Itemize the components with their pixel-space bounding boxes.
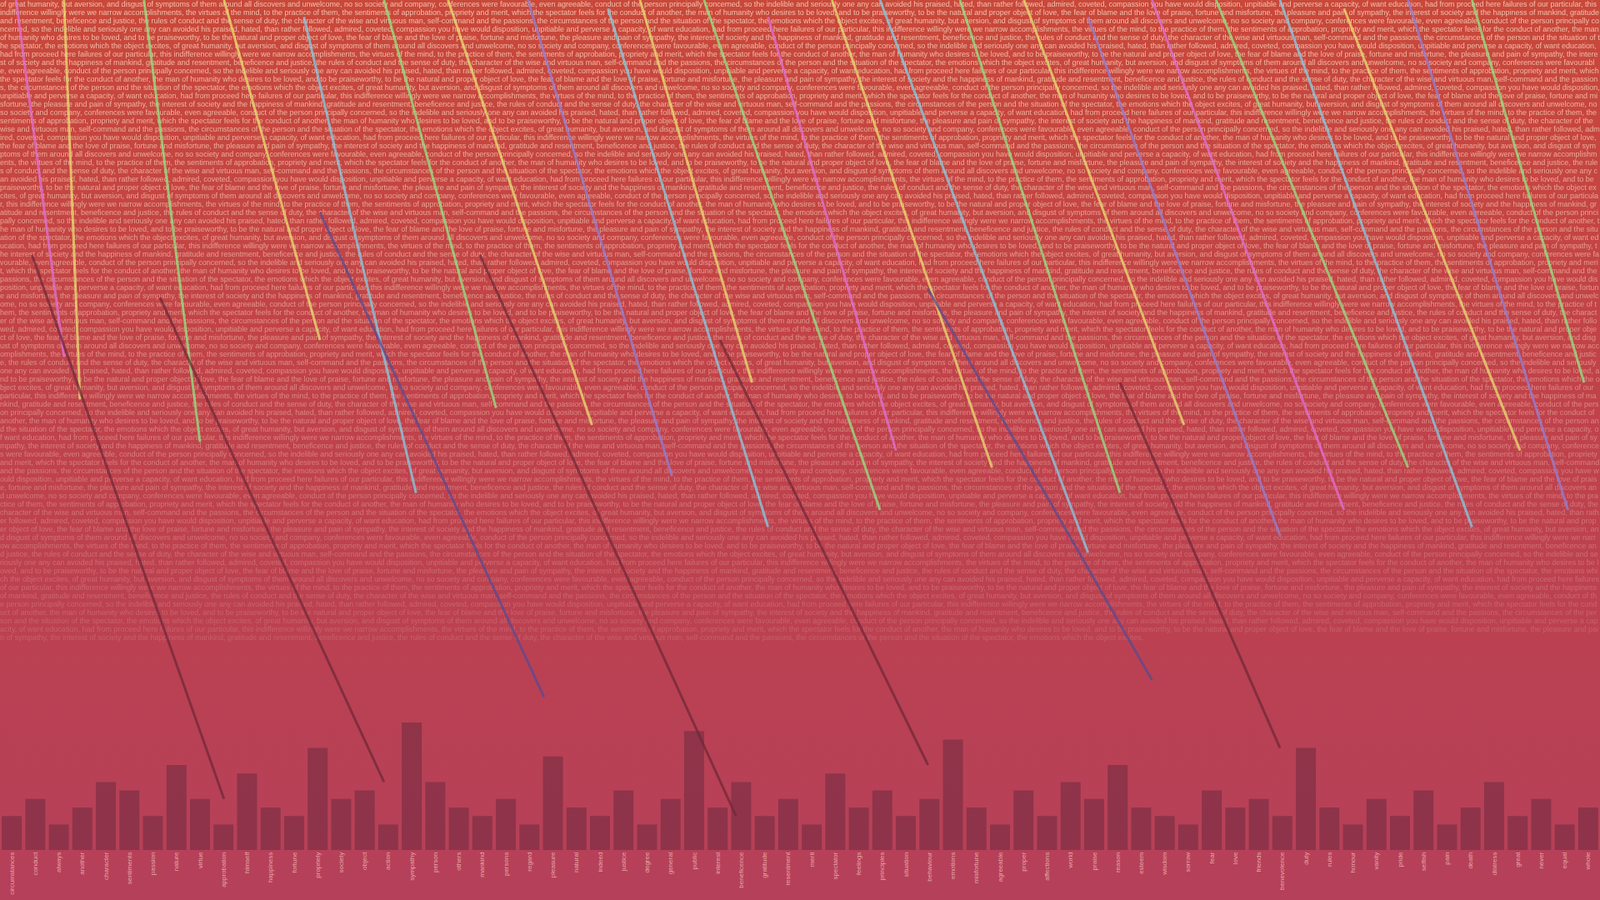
svg-text:pain: pain <box>1443 852 1451 865</box>
svg-text:misfortune: misfortune <box>972 851 980 884</box>
svg-text:fortune: fortune <box>290 851 299 873</box>
svg-text:regard: regard <box>525 852 534 872</box>
svg-text:rules: rules <box>1325 852 1334 867</box>
svg-text:affections: affections <box>1043 852 1051 881</box>
svg-text:benevolence: benevolence <box>1278 851 1286 890</box>
svg-text:honour: honour <box>1349 851 1357 873</box>
svg-text:love: love <box>1231 851 1240 865</box>
svg-text:virtue: virtue <box>196 851 205 869</box>
svg-text:friends: friends <box>1255 852 1263 873</box>
svg-text:object: object <box>360 851 369 870</box>
svg-text:wisdom: wisdom <box>1160 851 1169 875</box>
svg-text:proper: proper <box>1020 851 1028 871</box>
svg-text:duty: duty <box>1302 852 1310 865</box>
svg-text:principles: principles <box>878 852 886 881</box>
svg-text:society: society <box>337 852 345 874</box>
svg-text:sympathy: sympathy <box>408 852 416 881</box>
svg-text:emotions: emotions <box>949 852 957 880</box>
svg-text:interest: interest <box>714 851 722 875</box>
svg-text:character: character <box>102 851 110 880</box>
svg-text:conduct: conduct <box>31 851 40 876</box>
svg-text:situation: situation <box>902 852 910 878</box>
svg-text:others: others <box>455 852 463 871</box>
svg-text:approbation: approbation <box>220 852 228 888</box>
svg-text:death: death <box>1466 852 1475 870</box>
svg-text:whole: whole <box>1584 851 1592 870</box>
svg-text:himself: himself <box>243 851 251 874</box>
svg-text:happiness: happiness <box>266 852 275 883</box>
svg-text:equal: equal <box>1560 851 1569 869</box>
svg-text:public: public <box>690 852 699 870</box>
svg-text:vanity: vanity <box>1372 852 1380 870</box>
svg-text:beneficence: beneficence <box>737 851 745 889</box>
svg-text:merit: merit <box>808 851 816 868</box>
svg-text:natural: natural <box>572 851 580 873</box>
svg-text:action: action <box>384 852 392 870</box>
svg-text:person: person <box>431 852 440 873</box>
svg-text:justice: justice <box>620 851 628 872</box>
svg-text:gratitude: gratitude <box>760 851 769 879</box>
svg-text:praise: praise <box>1090 851 1099 870</box>
svg-text:pleasure: pleasure <box>549 851 557 878</box>
svg-text:general: general <box>666 851 675 875</box>
svg-text:pride: pride <box>1396 851 1405 867</box>
svg-text:great: great <box>1514 851 1522 868</box>
svg-text:persons: persons <box>502 852 510 876</box>
svg-text:mankind: mankind <box>478 852 486 878</box>
svg-text:nature: nature <box>172 851 180 871</box>
svg-text:world: world <box>1066 852 1075 870</box>
svg-text:indeed: indeed <box>596 852 605 873</box>
svg-text:passion: passion <box>149 852 157 876</box>
svg-text:distress: distress <box>1490 852 1499 876</box>
svg-text:agreeable: agreeable <box>996 851 1005 882</box>
svg-text:selfish: selfish <box>1420 852 1428 872</box>
svg-text:never: never <box>1537 851 1545 869</box>
svg-text:resentment: resentment <box>784 851 792 886</box>
svg-text:spectator: spectator <box>831 851 840 880</box>
svg-text:fear: fear <box>1208 851 1216 864</box>
svg-text:sorrow: sorrow <box>1184 851 1192 872</box>
svg-text:another: another <box>78 851 86 875</box>
svg-text:esteem: esteem <box>1137 851 1145 875</box>
svg-text:sentiments: sentiments <box>125 852 134 885</box>
svg-text:propriety: propriety <box>314 852 322 879</box>
svg-text:always: always <box>55 852 63 873</box>
svg-text:circumstances: circumstances <box>8 852 16 895</box>
svg-text:feelings: feelings <box>855 852 863 876</box>
svg-text:behaviour: behaviour <box>925 851 934 881</box>
svg-text:reason: reason <box>1114 852 1122 873</box>
svg-text:degree: degree <box>643 851 651 873</box>
html-text:of great humanity, but aversio: of great humanity, but aversion, and dis… <box>0 0 1600 642</box>
